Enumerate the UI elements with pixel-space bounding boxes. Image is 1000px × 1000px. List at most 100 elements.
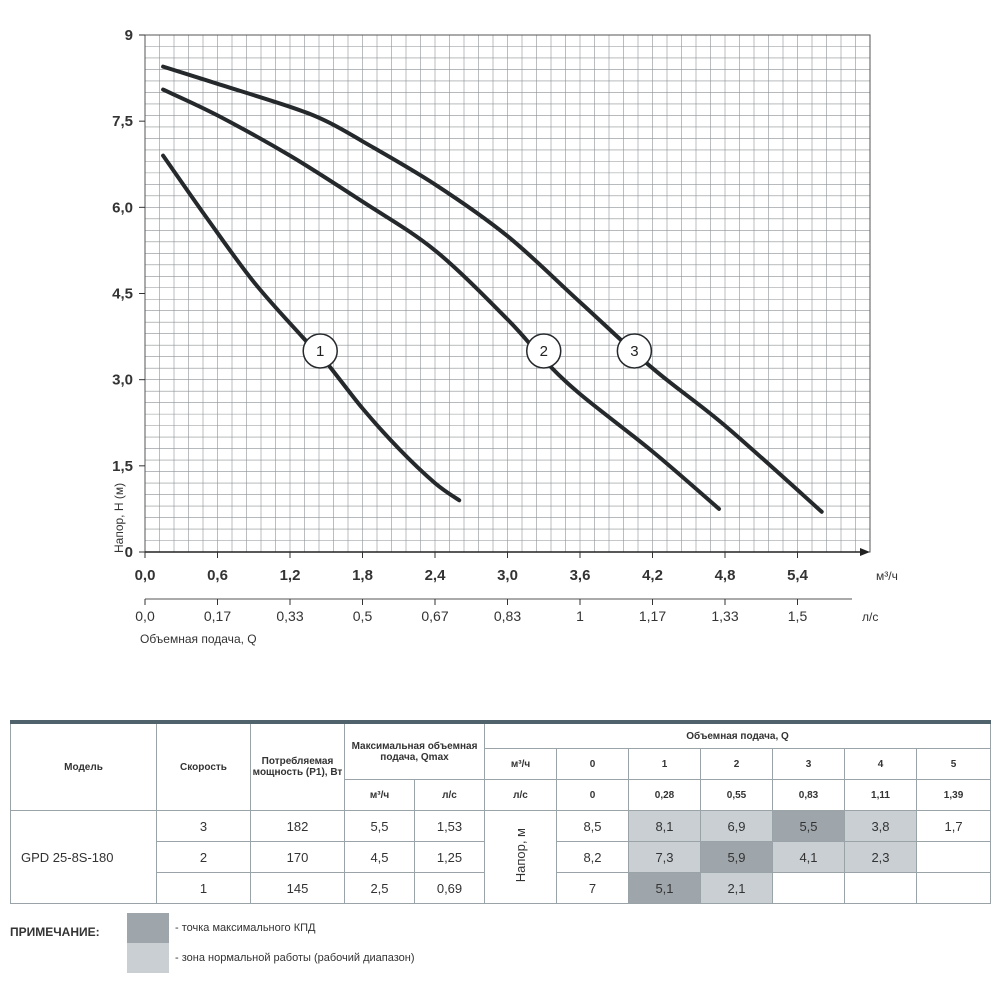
y-axis-title: Напор, Н (м) — [112, 483, 126, 553]
pump-curve-chart: 0 1,5 3,0 4,5 6,0 7,5 9 0,0 0,6 1,2 1,8 2,4 3,0 3,6 4,… — [112, 27, 898, 646]
curve-label-1: 1 — [316, 343, 324, 360]
x-tick-label: 4,2 — [642, 567, 663, 584]
header-flow-m3-value: 0 — [556, 748, 629, 780]
header-flow-ls-value: 0,83 — [772, 779, 845, 811]
x2-tick-label: 1,5 — [788, 608, 808, 624]
x2-unit-label: л/с — [862, 610, 878, 624]
header-flow-ls-value: 0 — [556, 779, 629, 811]
y-tick-label: 9 — [125, 27, 133, 44]
chart-axes: 0 1,5 3,0 4,5 6,0 7,5 9 0,0 0,6 1,2 1,8 2,4 3,0 3,6 4,… — [112, 27, 898, 646]
head-value-cell: 2,1 — [700, 872, 773, 904]
header-flow-m3-value: 1 — [628, 748, 701, 780]
head-value-cell: 8,2 — [556, 841, 629, 873]
curve-label-circle-2 — [526, 333, 562, 369]
x-tick-label: 1,8 — [352, 567, 373, 584]
head-label-cell: Напор, м — [484, 810, 557, 904]
x-axis-arrow — [860, 548, 870, 556]
x2-tick-label: 0,0 — [135, 608, 155, 624]
head-value-cell: 3,8 — [844, 810, 917, 842]
curve-label-2: 2 — [540, 343, 548, 360]
model-cell: GPD 25-8S-180 — [10, 810, 157, 904]
header-flow-m3-value: 3 — [772, 748, 845, 780]
head-value-cell: 5,5 — [772, 810, 845, 842]
header-qmax-ls: л/с — [414, 779, 485, 811]
x-tick-label: 1,2 — [280, 567, 301, 584]
qmax-m3-cell: 4,5 — [344, 841, 415, 873]
head-value-cell — [844, 872, 917, 904]
legend-swatch-zone — [127, 943, 169, 973]
x-tick-label: 2,4 — [425, 567, 447, 584]
y-tick-label: 1,5 — [112, 458, 133, 475]
header-qmax-m3: м³/ч — [344, 779, 415, 811]
x-axis-title: Объемная подача, Q — [140, 632, 257, 646]
chart-grid — [144, 34, 871, 553]
x-unit-label: м³/ч — [876, 569, 898, 583]
power-cell: 170 — [250, 841, 345, 873]
header-qmax: Максимальная объемная подача, Qmax — [344, 721, 485, 780]
y-tick-label: 0 — [125, 544, 133, 561]
series-curve-3 — [161, 64, 824, 514]
series-curve-2 — [161, 87, 721, 511]
header-power: Потребляемая мощность (Р1), Вт — [250, 721, 345, 811]
table-row: GPD 25-8S-180 3 182 5,5 1,53 Напор, м 8,5 8,1 6,… — [10, 810, 992, 904]
header-flow-ls-value: 0,28 — [628, 779, 701, 811]
x-tick-label: 4,8 — [715, 567, 736, 584]
x2-tick-label: 1 — [576, 608, 584, 624]
head-value-cell: 7,3 — [628, 841, 701, 873]
header-flow-m3-value: 5 — [915, 748, 992, 780]
x2-tick-label: 0,83 — [494, 608, 521, 624]
x-tick-label: 3,6 — [570, 567, 591, 584]
header-flow-ls-label: л/с — [484, 779, 557, 811]
head-value-cell: 5,1 — [628, 872, 701, 904]
qmax-ls-cell: 1,53 — [414, 810, 485, 842]
legend-text-zone: - зона нормальной работы (рабочий диапаз… — [175, 952, 415, 964]
x2-tick-label: 0,67 — [421, 608, 448, 624]
power-cell: 145 — [250, 872, 345, 904]
head-value-cell: 8,5 — [556, 810, 629, 842]
legend-title: ПРИМЕЧАНИЕ: — [10, 925, 100, 939]
head-value-cell — [772, 872, 845, 904]
qmax-ls-cell: 1,25 — [414, 841, 485, 873]
curve-label-circle-3 — [616, 333, 653, 369]
header-flow-ls-value: 1,39 — [915, 779, 992, 811]
curve-label-circle-1 — [302, 333, 338, 369]
x-tick-label: 5,4 — [787, 567, 809, 584]
chart-labels: 1 2 3 — [302, 333, 653, 369]
head-value-cell: 2,3 — [844, 841, 917, 873]
qmax-m3-cell: 2,5 — [344, 872, 415, 904]
chart-series — [161, 64, 824, 514]
header-flow-ls-value: 0,55 — [700, 779, 773, 811]
legend: ПРИМЕЧАНИЕ: - точка максимального КПД - … — [10, 910, 610, 980]
legend-text-max: - точка максимального КПД — [175, 922, 316, 934]
speed-cell: 1 — [156, 872, 251, 904]
x2-tick-label: 1,17 — [639, 608, 666, 624]
pump-data-table: Модель Скорость Потребляемая мощность (Р… — [10, 720, 992, 904]
power-cell: 182 — [250, 810, 345, 842]
head-value-cell: 4,1 — [772, 841, 845, 873]
qmax-m3-cell: 5,5 — [344, 810, 415, 842]
y-tick-label: 7,5 — [112, 113, 133, 130]
x2-tick-label: 0,33 — [276, 608, 303, 624]
curve-label-3: 3 — [630, 343, 638, 360]
header-speed: Скорость — [156, 721, 251, 811]
head-value-cell: 8,1 — [628, 810, 701, 842]
x2-tick-label: 0,5 — [353, 608, 373, 624]
head-value-cell: 1,7 — [915, 810, 992, 842]
header-flow-m3-value: 2 — [700, 748, 773, 780]
header-model: Модель — [10, 721, 157, 811]
y-tick-label: 6,0 — [112, 199, 133, 216]
header-flow: Объемная подача, Q — [483, 721, 992, 749]
header-flow-m3-value: 4 — [844, 748, 917, 780]
x-tick-label: 3,0 — [497, 567, 518, 584]
x2-tick-label: 1,33 — [711, 608, 738, 624]
x-tick-label: 0,6 — [207, 567, 228, 584]
table-row: 1 145 2,5 0,69 7 5,1 2,1 — [11, 872, 992, 904]
speed-cell: 3 — [156, 810, 251, 842]
head-value-cell — [915, 841, 992, 873]
x-tick-label: 0,0 — [135, 567, 156, 584]
legend-swatch-max — [127, 913, 169, 943]
y-tick-label: 3,0 — [112, 372, 133, 389]
head-value-cell: 5,9 — [700, 841, 773, 873]
header-flow-m3-label: м³/ч — [484, 748, 557, 780]
header-flow-ls-value: 1,11 — [844, 779, 917, 811]
